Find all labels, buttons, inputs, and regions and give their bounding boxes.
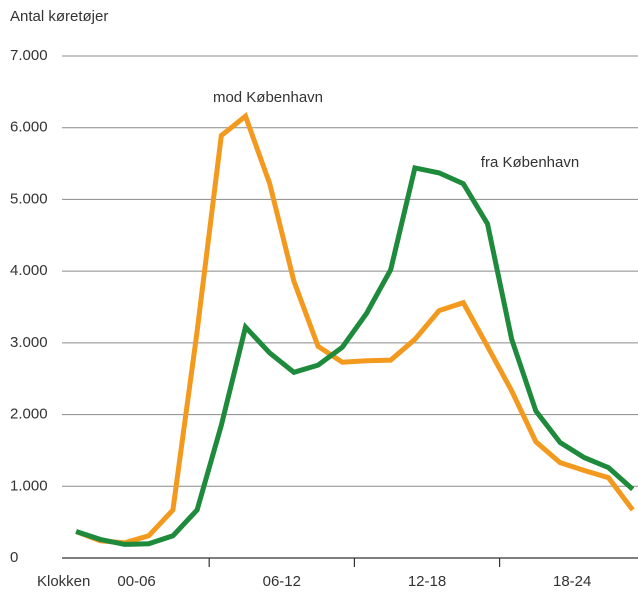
x-group-label: 06-12 [263,573,301,590]
y-tick-label: 7.000 [10,47,48,64]
y-tick-label: 5.000 [10,190,48,207]
y-tick-label: 6.000 [10,119,48,136]
y-tick-label: 3.000 [10,334,48,351]
x-axis-label: Klokken [37,573,90,590]
y-tick-label: 1.000 [10,477,48,494]
line [75,164,635,547]
y-axis-label: Antal køretøjer [10,8,108,25]
x-group-label: 18-24 [553,573,591,590]
x-group-label: 00-06 [117,573,155,590]
x-group-label: 12-18 [408,573,446,590]
y-tick-label: 2.000 [10,406,48,423]
y-tick-label: 4.000 [10,262,48,279]
series-label: mod København [213,89,323,106]
y-tick-label: 0 [10,549,18,566]
line [75,112,635,546]
series-label: fra København [481,154,579,171]
